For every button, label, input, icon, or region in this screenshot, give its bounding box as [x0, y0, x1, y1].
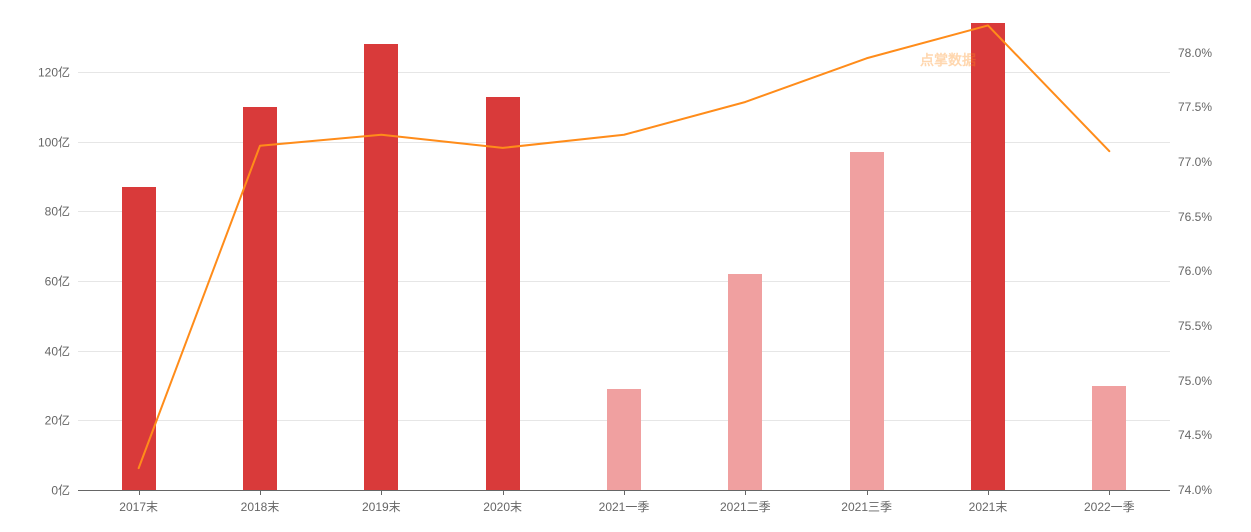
- y-left-tick-label: 40亿: [45, 342, 78, 359]
- y-left-tick-label: 120亿: [38, 64, 78, 81]
- bar: [728, 274, 762, 490]
- x-tick-label: 2021末: [969, 490, 1008, 515]
- y-right-tick-label: 77.0%: [1170, 155, 1212, 169]
- bar: [971, 23, 1005, 490]
- x-tick-label: 2021一季: [599, 490, 650, 515]
- bar: [243, 107, 277, 490]
- x-tick-label: 2021三季: [841, 490, 892, 515]
- y-right-tick-label: 76.5%: [1170, 210, 1212, 224]
- x-tick-label: 2022一季: [1084, 490, 1135, 515]
- bar: [486, 97, 520, 490]
- chart-container: 0亿 20亿 40亿 60亿 80亿 100亿 120亿 74.0% 74.5% 75.0% 75.…: [0, 0, 1251, 532]
- y-left-tick-label: 0亿: [51, 482, 78, 499]
- bar: [607, 389, 641, 490]
- y-left-tick-label: 100亿: [38, 133, 78, 150]
- x-tick-label: 2020末: [483, 490, 522, 515]
- y-right-tick-label: 74.5%: [1170, 428, 1212, 442]
- gridline: [78, 142, 1170, 143]
- gridline: [78, 281, 1170, 282]
- y-right-tick-label: 77.5%: [1170, 100, 1212, 114]
- gridline: [78, 72, 1170, 73]
- y-right-tick-label: 74.0%: [1170, 483, 1212, 497]
- bar: [850, 152, 884, 490]
- x-tick-label: 2018末: [241, 490, 280, 515]
- bar: [122, 187, 156, 490]
- y-right-tick-label: 75.5%: [1170, 319, 1212, 333]
- plot-area: 0亿20亿40亿60亿80亿100亿120亿74.0%74.5%75.0%75.…: [78, 20, 1170, 490]
- y-left-tick-label: 60亿: [45, 273, 78, 290]
- y-left-tick-label: 80亿: [45, 203, 78, 220]
- x-tick-label: 2021二季: [720, 490, 771, 515]
- gridline: [78, 351, 1170, 352]
- gridline: [78, 211, 1170, 212]
- bar: [1092, 386, 1126, 490]
- y-right-tick-label: 78.0%: [1170, 46, 1212, 60]
- y-left-tick-label: 20亿: [45, 412, 78, 429]
- x-tick-label: 2017末: [119, 490, 158, 515]
- x-tick-label: 2019末: [362, 490, 401, 515]
- bar: [364, 44, 398, 490]
- y-right-tick-label: 76.0%: [1170, 264, 1212, 278]
- y-right-tick-label: 75.0%: [1170, 374, 1212, 388]
